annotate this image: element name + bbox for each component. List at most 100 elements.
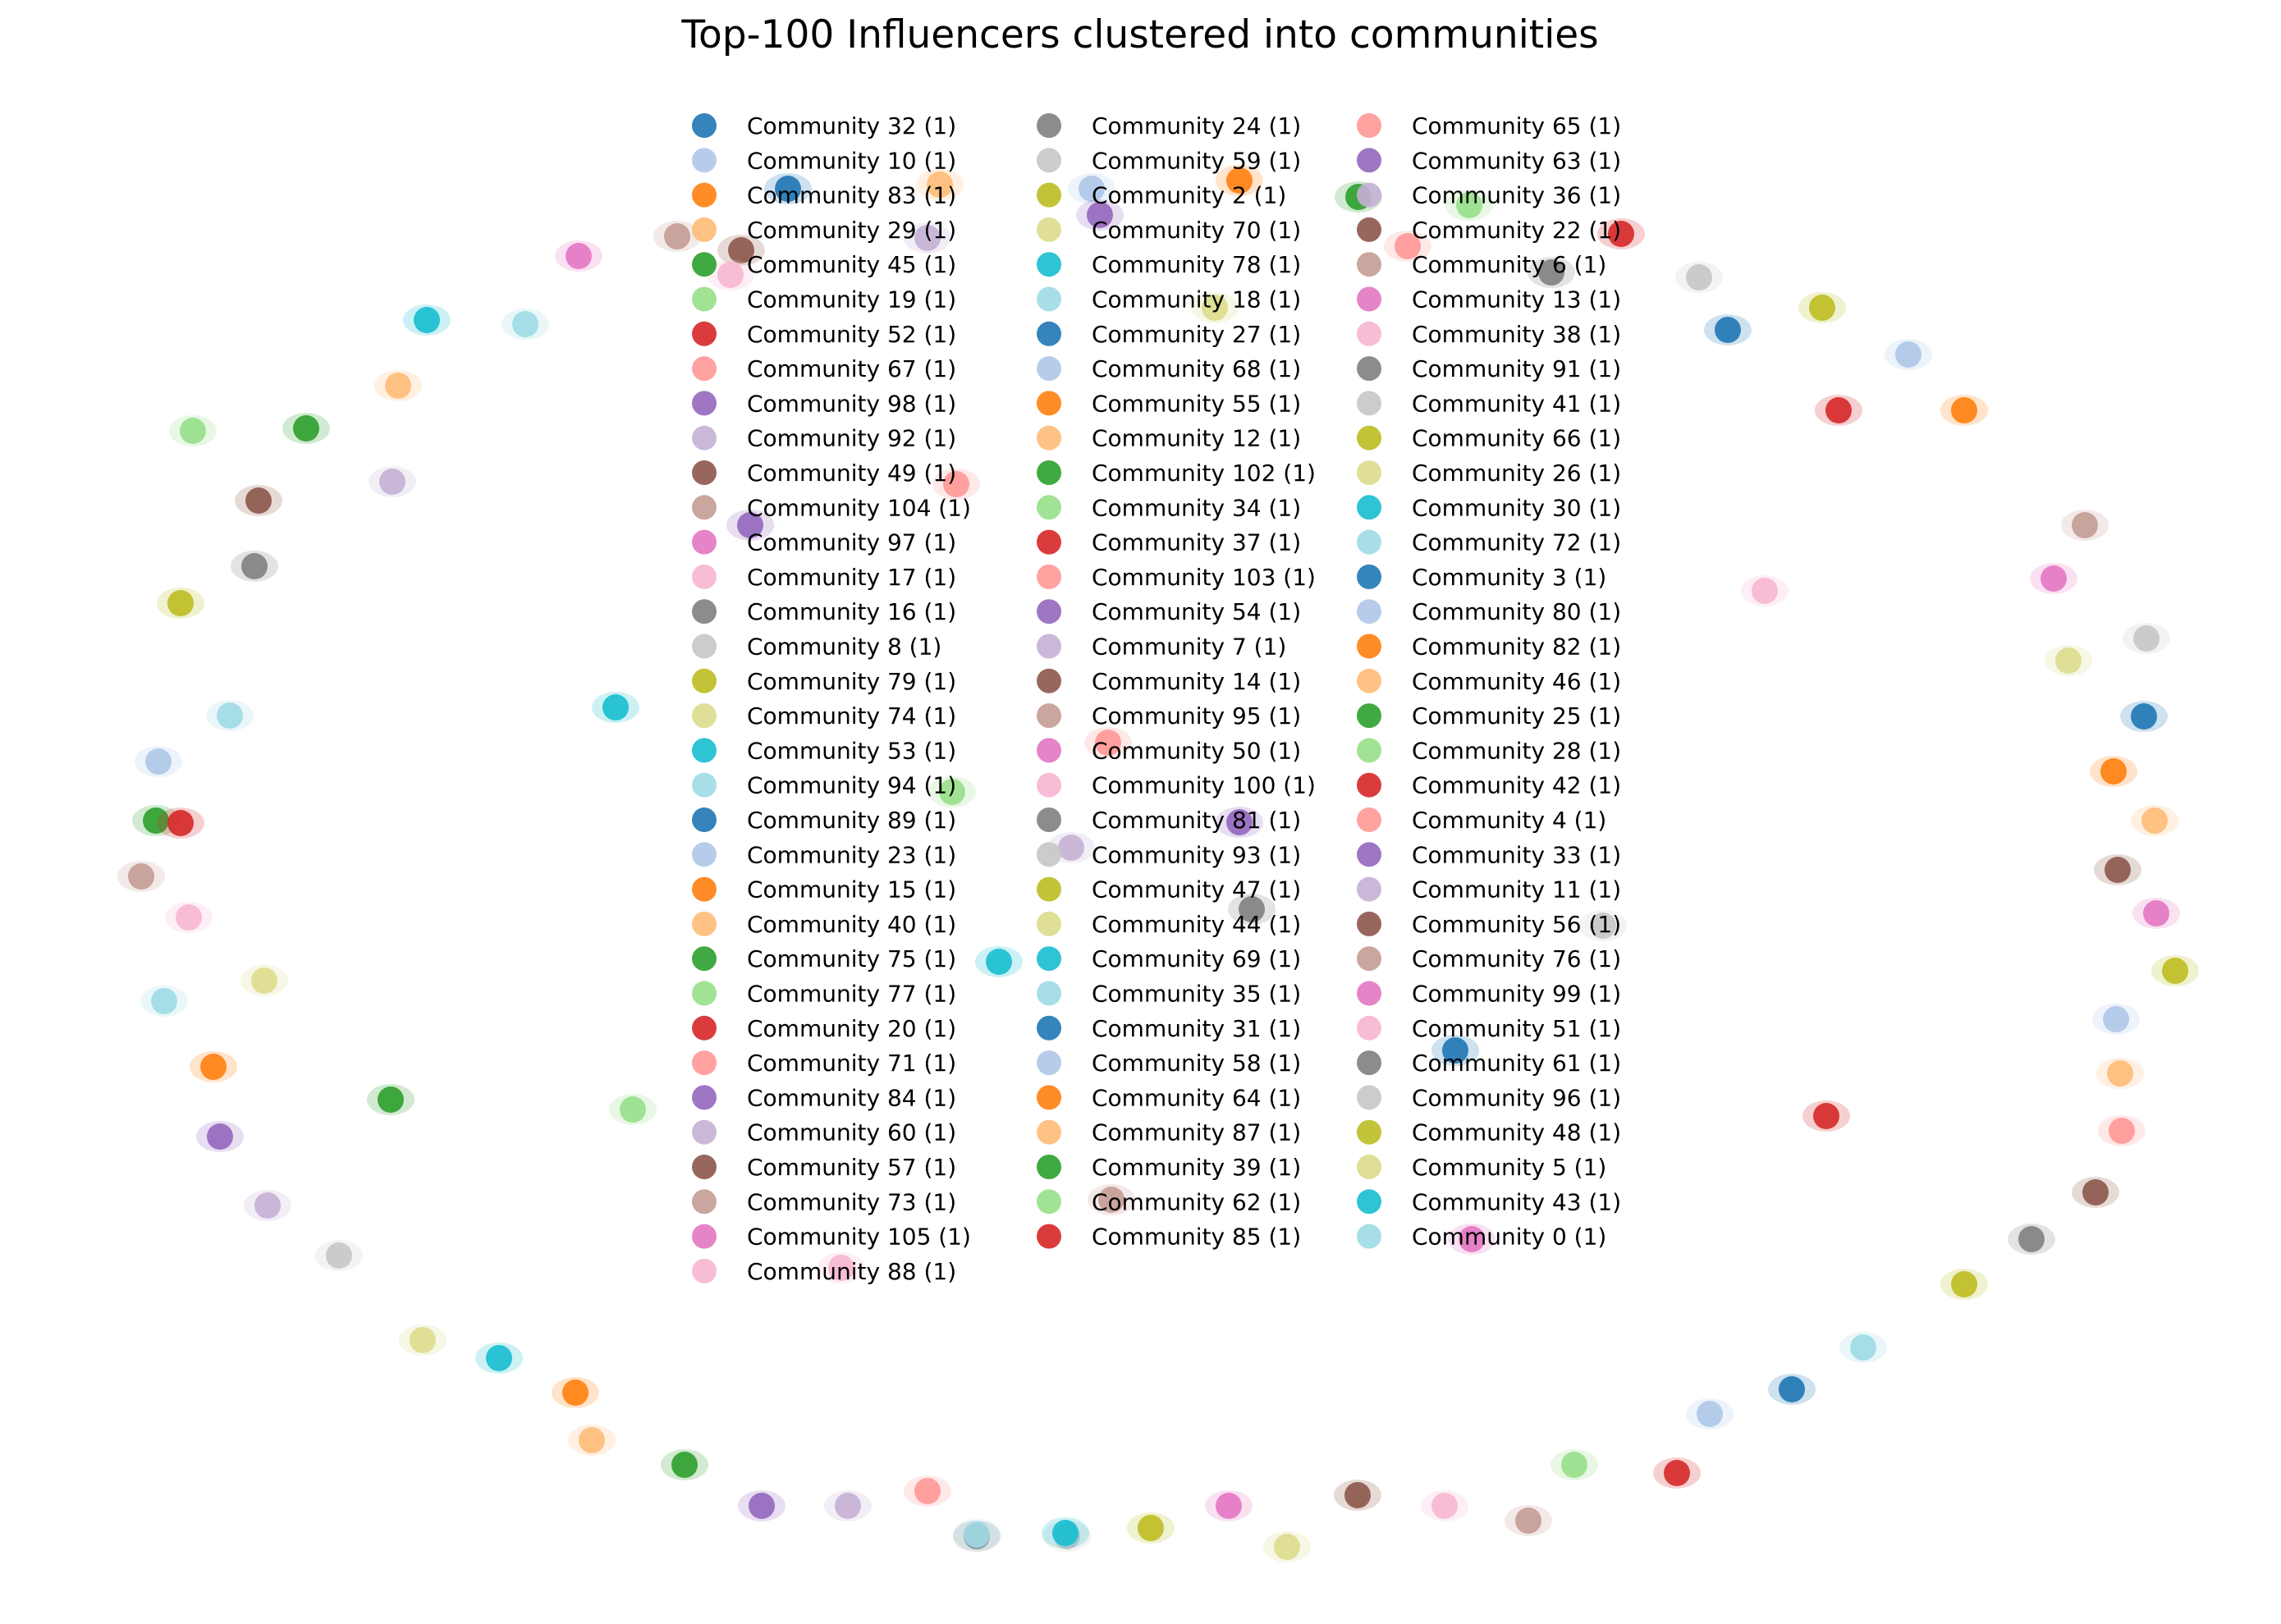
node-marker (1344, 1482, 1371, 1508)
legend-entry: Community 27 (1) (1037, 321, 1301, 348)
legend-marker (1037, 1224, 1061, 1249)
legend-label: Community 84 (1) (747, 1084, 956, 1111)
legend-entry: Community 31 (1) (1037, 1015, 1301, 1042)
legend-entry: Community 13 (1) (1357, 286, 1621, 313)
legend-marker (1037, 1015, 1061, 1041)
influencer-node (240, 965, 288, 996)
legend-label: Community 6 (1) (1412, 251, 1606, 278)
legend-label: Community 36 (1) (1412, 182, 1621, 209)
legend-marker (1357, 772, 1381, 798)
legend-entry: Community 63 (1) (1357, 147, 1621, 174)
legend-entry: Community 6 (1) (1357, 251, 1606, 278)
legend-label: Community 32 (1) (747, 112, 956, 140)
legend-marker (1357, 356, 1381, 382)
legend-marker (1357, 1015, 1381, 1041)
legend-label: Community 53 (1) (747, 737, 956, 764)
legend-entry: Community 7 (1) (1037, 634, 1286, 661)
node-marker (1442, 1037, 1468, 1064)
legend-entry: Community 38 (1) (1357, 321, 1621, 348)
legend-marker (692, 703, 717, 729)
legend-entry: Community 64 (1) (1037, 1084, 1301, 1111)
legend-label: Community 61 (1) (1412, 1050, 1621, 1077)
legend-label: Community 63 (1) (1412, 147, 1621, 174)
legend-entry: Community 74 (1) (692, 702, 956, 730)
legend-marker (692, 738, 717, 763)
influencer-node (592, 692, 639, 723)
legend-entry: Community 61 (1) (1357, 1050, 1621, 1077)
legend-marker (1357, 564, 1381, 589)
node-marker (379, 469, 405, 495)
influencer-node (2094, 854, 2141, 885)
influencer-node (2045, 645, 2092, 676)
legend-entry: Community 37 (1) (1037, 529, 1301, 556)
legend-label: Community 24 (1) (1092, 112, 1301, 140)
influencer-node (1076, 199, 1124, 231)
legend-label: Community 45 (1) (747, 251, 956, 278)
legend-marker (1037, 321, 1061, 346)
legend-label: Community 58 (1) (1092, 1050, 1301, 1077)
legend-entry: Community 46 (1) (1357, 668, 1621, 695)
legend-entry: Community 75 (1) (692, 945, 956, 972)
node-marker (1825, 397, 1852, 423)
influencer-node (661, 1449, 708, 1480)
legend-marker (692, 946, 717, 972)
legend-marker (1357, 1189, 1381, 1215)
influencer-node (1445, 190, 1493, 221)
influencer-node (374, 370, 422, 401)
legend-marker (692, 356, 717, 382)
legend-marker (1357, 1119, 1381, 1145)
influencer-node (117, 861, 165, 892)
node-marker (1459, 1226, 1485, 1252)
influencer-node (1505, 1505, 1552, 1536)
legend-marker (1037, 1050, 1061, 1076)
influencer-node (231, 551, 278, 582)
legend-label: Community 0 (1) (1412, 1224, 1606, 1251)
node-marker (167, 810, 194, 836)
node-marker (964, 1521, 990, 1548)
node-marker (326, 1242, 352, 1269)
influencer-node (502, 309, 549, 340)
legend-label: Community 25 (1) (1412, 702, 1621, 730)
legend-entry: Community 66 (1) (1357, 425, 1621, 452)
legend-label: Community 20 (1) (747, 1015, 956, 1042)
legend-marker (692, 148, 717, 173)
influencer-node (1127, 1512, 1175, 1544)
legend-entry: Community 72 (1) (1357, 529, 1621, 556)
influencer-node (399, 1324, 447, 1356)
legend-entry: Community 8 (1) (692, 634, 941, 661)
influencer-node (403, 304, 451, 336)
node-marker (562, 1379, 589, 1406)
legend-entry: Community 67 (1) (692, 355, 956, 382)
legend-entry: Community 18 (1) (1037, 286, 1301, 313)
node-marker (1098, 1187, 1124, 1213)
influencer-node (1768, 1374, 1816, 1405)
legend-marker (1037, 391, 1061, 416)
node-marker (2133, 625, 2160, 652)
legend-entry: Community 41 (1) (1357, 390, 1621, 417)
legend-label: Community 95 (1) (1092, 702, 1301, 730)
node-marker (217, 702, 243, 729)
node-marker (1079, 176, 1105, 202)
node-marker (143, 807, 169, 834)
legend-label: Community 31 (1) (1092, 1015, 1301, 1042)
legend-marker (1037, 113, 1061, 138)
node-marker (1590, 913, 1616, 939)
legend-marker (692, 668, 717, 693)
legend-marker (1357, 738, 1381, 763)
influencer-node (904, 222, 951, 254)
legend-label: Community 47 (1) (1092, 876, 1301, 903)
legend-label: Community 92 (1) (747, 425, 956, 452)
legend-label: Community 37 (1) (1092, 529, 1301, 556)
node-marker (2109, 1118, 2135, 1144)
legend-label: Community 69 (1) (1092, 945, 1301, 972)
legend-marker (1037, 807, 1061, 832)
influencer-node (1068, 173, 1115, 204)
legend-label: Community 99 (1) (1412, 981, 1621, 1008)
legend-entry: Community 48 (1) (1357, 1119, 1621, 1146)
legend-marker (1357, 807, 1381, 832)
influencer-node (552, 1377, 599, 1408)
influencer-node (2092, 1004, 2140, 1035)
node-marker (1226, 167, 1253, 194)
node-marker (1202, 295, 1228, 321)
influencer-node (235, 485, 282, 516)
